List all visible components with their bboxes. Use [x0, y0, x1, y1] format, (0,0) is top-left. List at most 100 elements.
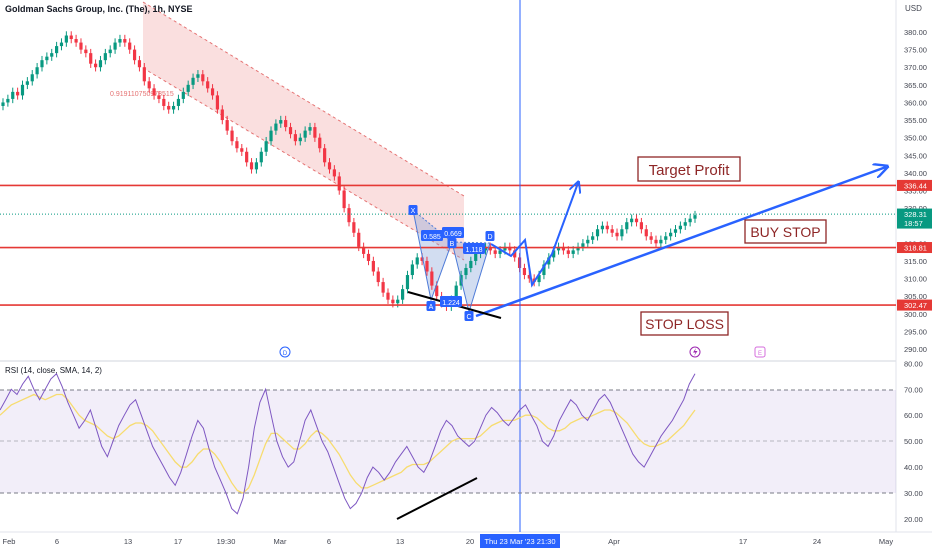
price-tick-label: 345.00 — [904, 151, 927, 160]
candle-body — [673, 229, 678, 233]
candle-body — [128, 42, 132, 50]
time-tick-label: 13 — [124, 537, 132, 546]
candle-body — [610, 229, 614, 233]
time-tick-label: 17 — [174, 537, 182, 546]
candle-body — [293, 134, 297, 142]
candle-body — [79, 42, 83, 50]
trendline-arrow[interactable] — [475, 167, 886, 318]
price-tick-label: 355.00 — [904, 116, 927, 125]
candle-body — [620, 229, 624, 237]
pattern-point-X: X — [411, 208, 416, 215]
price-tag-box — [897, 299, 932, 311]
candle-body — [693, 215, 697, 219]
pattern-point-box — [426, 301, 436, 311]
candle-body — [615, 232, 619, 237]
candle-body — [435, 285, 439, 297]
pattern-point-box — [447, 238, 457, 248]
price-tick-label: 290.00 — [904, 345, 927, 354]
stop-loss-label: STOP LOSS — [645, 316, 724, 332]
candle-body — [342, 190, 346, 209]
time-tick-label: May — [879, 537, 893, 546]
candle-body — [561, 246, 566, 251]
price-tick-label: 350.00 — [904, 134, 927, 143]
candle-body — [415, 257, 419, 265]
candle-body — [181, 91, 185, 99]
time-tick-label: 24 — [813, 537, 821, 546]
pattern-point-C: C — [466, 314, 471, 321]
buy-stop-box[interactable]: BUY STOP — [744, 219, 827, 244]
candle-body — [142, 67, 146, 82]
rsi-tick-label: 20.00 — [904, 515, 923, 524]
candle-body — [55, 46, 59, 54]
pattern-point-box — [408, 205, 418, 215]
candle-body — [664, 236, 668, 240]
earnings-event-marker[interactable]: E — [754, 346, 766, 358]
split-event-icon[interactable] — [689, 346, 701, 358]
time-axis-ticks: Feb 6 13 17 19:30 Mar 6 13 20 Apr 17 24 May — [3, 537, 894, 546]
candle-body — [659, 239, 663, 244]
pattern-point-D: D — [487, 234, 492, 241]
pattern-ratio-label: 1.118 — [466, 247, 483, 254]
candle-body — [454, 285, 458, 300]
candle-body — [469, 260, 473, 268]
time-tick-label: Apr — [608, 537, 620, 546]
candle-body — [420, 257, 424, 261]
candle-body — [552, 250, 556, 258]
target-profit-label: Target Profit — [649, 162, 731, 179]
candle-body — [20, 84, 25, 96]
candle-body — [206, 81, 210, 89]
candle-body — [176, 98, 181, 106]
candle-body — [35, 67, 39, 75]
dividend-event-marker[interactable]: D — [279, 346, 291, 358]
pattern-point-A: A — [429, 304, 434, 311]
time-tick-label: 6 — [55, 537, 59, 546]
time-tick-label: 13 — [396, 537, 404, 546]
candle-body — [89, 53, 93, 64]
candle-body — [323, 148, 327, 163]
channel-ratio-label: 0.919110750973515 — [110, 91, 174, 98]
candle-body — [196, 74, 200, 78]
candle-body — [108, 49, 112, 54]
candle-body — [59, 42, 64, 47]
currency-label: USD — [905, 4, 922, 13]
price-axis[interactable] — [896, 0, 932, 532]
candle-body — [600, 225, 605, 230]
rsi-tick-label: 30.00 — [904, 489, 923, 498]
candle-body — [644, 229, 648, 237]
candle-body — [284, 120, 288, 128]
candle-body — [430, 271, 434, 286]
regression-channel[interactable] — [143, 2, 464, 260]
price-tick-label: 335.00 — [904, 187, 927, 196]
candle-body — [332, 169, 336, 177]
candle-body — [25, 81, 29, 85]
candle-body — [464, 267, 468, 276]
candle-body — [240, 148, 244, 152]
candle-body — [513, 250, 517, 258]
price-tick-label: 315.00 — [904, 257, 927, 266]
target-profit-box[interactable]: Target Profit — [637, 156, 741, 182]
price-tag-box — [897, 242, 932, 254]
candle-body — [274, 123, 278, 131]
candle-body — [191, 77, 195, 85]
price-tag-label: 318.81 — [904, 244, 927, 253]
price-tick-label: 310.00 — [904, 275, 927, 284]
candle-body — [425, 260, 429, 272]
rsi-tick-label: 80.00 — [904, 359, 923, 368]
candle-body — [264, 141, 268, 152]
stop-loss-box[interactable]: STOP LOSS — [640, 311, 729, 336]
rsi-support-line[interactable] — [396, 477, 478, 520]
candle-body — [591, 236, 595, 240]
candle-body — [123, 39, 127, 43]
price-tag-box — [897, 208, 932, 229]
price-tick-label: 300.00 — [904, 310, 927, 319]
candle-body — [220, 109, 224, 121]
candle-body — [571, 250, 575, 254]
candle-body — [152, 88, 156, 96]
candle-body — [45, 56, 49, 61]
price-tag-box — [897, 179, 932, 191]
harmonic-pattern-fill-2[interactable] — [452, 242, 490, 312]
pattern-ratio-label: 0.585 — [423, 234, 441, 241]
projection-path[interactable] — [490, 183, 578, 288]
price-tick-label: 365.00 — [904, 81, 927, 90]
